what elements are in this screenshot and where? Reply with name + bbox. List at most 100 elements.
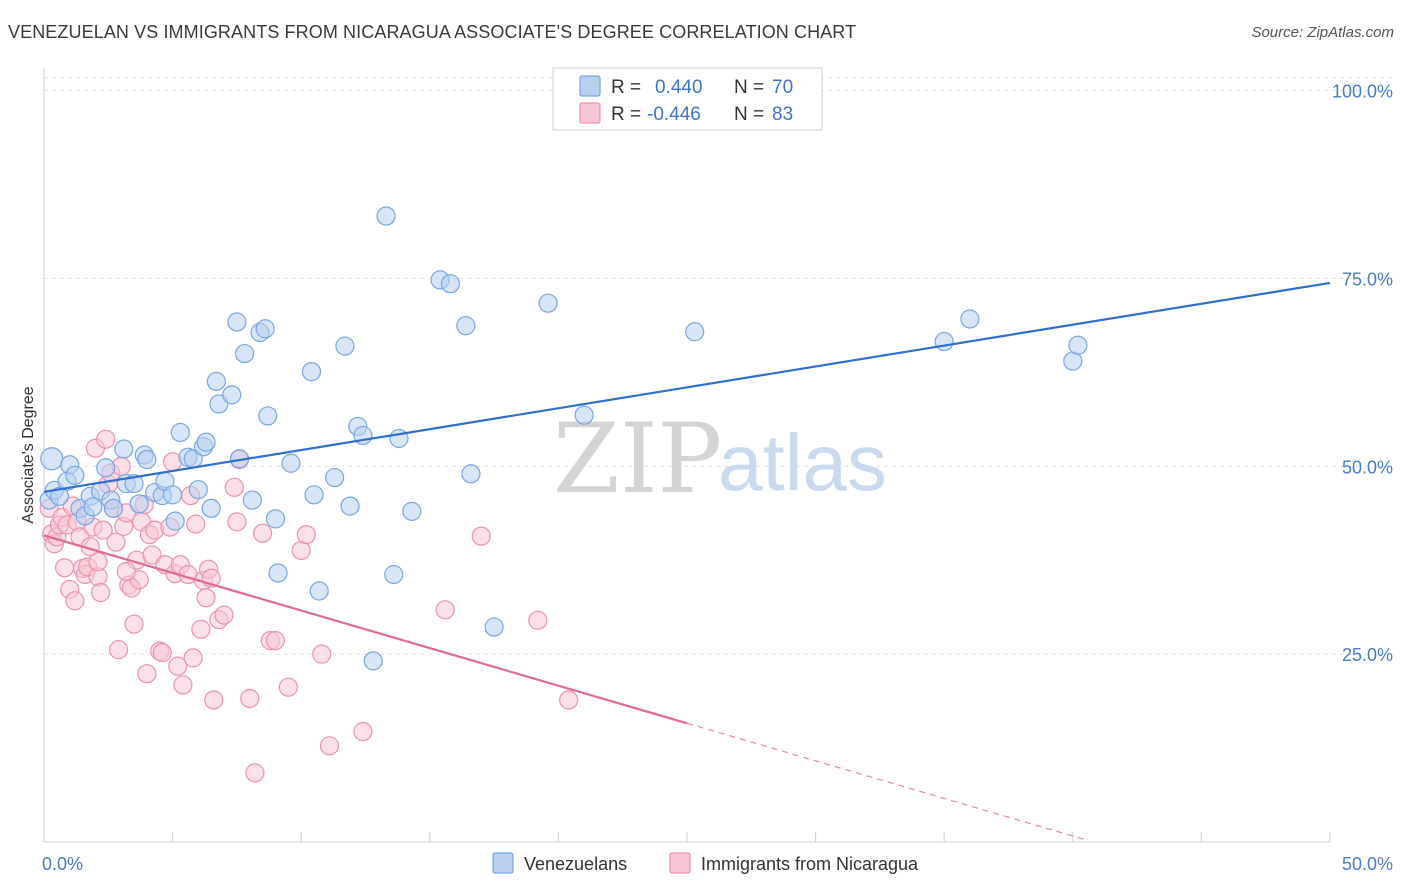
- venezuelans-point-44: [268, 563, 288, 583]
- nicaragua-point-73: [312, 644, 332, 664]
- venezuelans-point-50: [335, 336, 355, 356]
- bottom-legend-label-nicaragua: Immigrants from Nicaragua: [701, 854, 919, 874]
- series-venezuelans-points: [39, 206, 1088, 671]
- watermark-atlas: atlas: [718, 418, 887, 507]
- nicaragua-point-38: [137, 664, 157, 684]
- legend-swatch-nicaragua: [579, 102, 601, 124]
- nicaragua-point-57: [196, 588, 216, 608]
- venezuelans-point-1: [40, 447, 64, 471]
- x-ticks: [43, 832, 1331, 842]
- nicaragua-point-6: [54, 558, 75, 578]
- nicaragua-point-70: [278, 677, 298, 697]
- legend-r-label-2: R =: [611, 104, 641, 125]
- venezuelans-point-47: [304, 485, 324, 505]
- nicaragua-point-63: [224, 477, 244, 497]
- nicaragua-point-66: [245, 763, 265, 783]
- legend: R = 0.440 N = 70 R = -0.446 N = 83: [552, 67, 823, 131]
- legend-r-value-2: -0.446: [647, 104, 701, 125]
- venezuelans-point-64: [538, 293, 558, 313]
- venezuelans-point-42: [258, 406, 278, 426]
- bottom-legend: Venezuelans Immigrants from Nicaragua: [492, 852, 919, 874]
- venezuelans-point-56: [384, 564, 404, 585]
- nicaragua-point-75: [353, 721, 373, 742]
- nicaragua-point-33: [124, 614, 144, 634]
- bottom-legend-swatch-nicaragua: [669, 852, 691, 874]
- venezuelans-point-39: [242, 490, 262, 510]
- nicaragua-point-77: [471, 526, 491, 546]
- venezuelans-point-45: [281, 453, 301, 473]
- legend-n-value-2: 83: [772, 104, 793, 125]
- legend-n-label-2: N =: [734, 104, 764, 125]
- venezuelans-point-61: [456, 316, 476, 336]
- nicaragua-point-79: [559, 690, 579, 710]
- venezuelans-point-10: [83, 497, 103, 517]
- venezuelans-point-46: [301, 361, 322, 382]
- venezuelans-point-70: [1068, 335, 1088, 355]
- nicaragua-point-48: [168, 656, 188, 676]
- nicaragua-point-21: [93, 520, 113, 540]
- venezuelans-point-38: [235, 343, 255, 364]
- venezuelans-point-67: [934, 331, 954, 352]
- nicaragua-point-10: [65, 591, 85, 611]
- bottom-legend-swatch-venezuelans: [492, 852, 514, 874]
- venezuelans-point-31: [196, 432, 216, 452]
- y-tick-label-0: 25.0%: [1342, 645, 1393, 665]
- y-tick-label-1: 50.0%: [1342, 457, 1393, 477]
- legend-swatch-venezuelans: [579, 75, 601, 97]
- venezuelans-point-15: [114, 439, 134, 459]
- nicaragua-point-82: [88, 552, 108, 572]
- series-nicaragua-points: [39, 429, 579, 783]
- nicaragua-point-43: [152, 643, 172, 663]
- nicaragua-point-22: [96, 429, 116, 449]
- venezuelans-point-51: [340, 496, 360, 516]
- venezuelans-point-18: [129, 494, 149, 514]
- y-tick-label-2: 75.0%: [1342, 269, 1393, 289]
- nicaragua-point-41: [144, 520, 165, 540]
- venezuelans-point-43: [265, 509, 286, 529]
- y-tick-label-3: 100.0%: [1332, 82, 1393, 102]
- venezuelans-point-41: [255, 319, 275, 339]
- source-label: Source: ZipAtlas.com: [1251, 24, 1394, 41]
- nicaragua-point-65: [240, 688, 260, 709]
- legend-r-label-1: R =: [611, 77, 641, 98]
- venezuelans-point-36: [227, 312, 247, 332]
- venezuelans-point-48: [309, 581, 329, 601]
- venezuelans-point-66: [685, 322, 705, 342]
- nicaragua-point-40: [142, 545, 162, 565]
- trend-line-nicaragua: [43, 534, 688, 725]
- venezuelans-point-65: [574, 405, 594, 425]
- venezuelans-point-60: [440, 274, 460, 294]
- nicaragua-point-72: [296, 525, 316, 545]
- venezuelans-point-20: [137, 449, 157, 470]
- nicaragua-point-76: [435, 600, 455, 620]
- nicaragua-point-26: [106, 532, 126, 552]
- watermark: ZIP atlas: [553, 403, 887, 515]
- trend-lines: [43, 281, 1331, 842]
- nicaragua-point-27: [108, 640, 129, 660]
- nicaragua-point-64: [227, 512, 247, 532]
- bottom-legend-label-venezuelans: Venezuelans: [524, 854, 627, 874]
- venezuelans-point-63: [484, 617, 504, 637]
- venezuelans-point-35: [222, 385, 242, 405]
- venezuelans-point-12: [96, 458, 116, 478]
- venezuelans-point-3: [49, 486, 70, 506]
- nicaragua-point-55: [191, 619, 211, 639]
- gridlines: [44, 77, 1392, 655]
- legend-n-value-1: 70: [772, 77, 793, 98]
- venezuelans-point-26: [170, 422, 190, 443]
- x-tick-label-min: 0.0%: [42, 854, 83, 874]
- nicaragua-point-20: [90, 582, 111, 603]
- nicaragua-point-54: [186, 514, 206, 534]
- nicaragua-point-53: [183, 648, 203, 668]
- nicaragua-point-69: [265, 631, 286, 651]
- nicaragua-point-60: [204, 690, 224, 710]
- venezuelans-point-24: [163, 485, 183, 505]
- venezuelans-point-49: [325, 467, 345, 488]
- nicaragua-point-78: [528, 610, 548, 630]
- venezuelans-point-55: [376, 206, 396, 226]
- venezuelans-point-25: [165, 511, 185, 531]
- venezuelans-point-32: [201, 498, 221, 518]
- nicaragua-point-67: [253, 523, 273, 543]
- venezuelans-point-58: [402, 501, 422, 521]
